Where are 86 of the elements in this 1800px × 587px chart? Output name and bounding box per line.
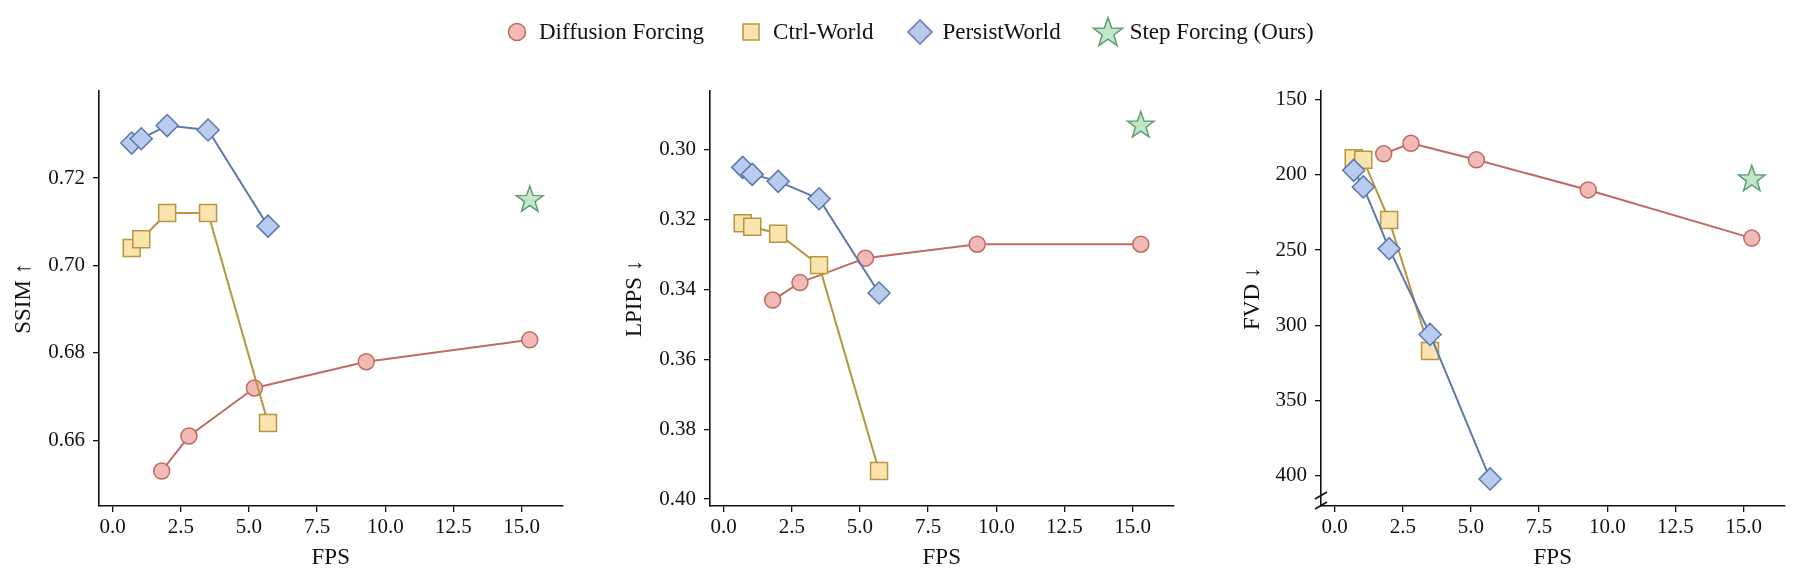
point (1402, 134, 1420, 153)
x-axis-title: FPS (1533, 544, 1572, 570)
point (763, 291, 782, 309)
legend-label: Ctrl-World (773, 19, 874, 45)
point (129, 126, 154, 151)
x-tick-label: 2.5 (1389, 514, 1416, 539)
point (740, 162, 765, 187)
point (867, 281, 891, 305)
x-axis-title: FPS (311, 544, 350, 570)
y-tick-label: 150 (1275, 86, 1307, 111)
x-tick-label: 7.5 (303, 514, 331, 539)
point (1467, 151, 1486, 169)
y-axis-title: LPIPS ↓ (620, 259, 646, 337)
point (968, 235, 986, 253)
point (258, 413, 278, 433)
point (1351, 175, 1376, 199)
x-tick-label: 5.0 (846, 514, 874, 539)
point (869, 461, 889, 481)
x-tick-label: 15.0 (1114, 514, 1151, 539)
y-tick-label: 0.68 (48, 339, 85, 364)
x-tick-label: 12.5 (1046, 514, 1083, 539)
x-tick-label: 0.0 (1321, 514, 1348, 539)
point (1126, 110, 1155, 138)
x-tick-label: 15.0 (1725, 514, 1762, 539)
point (198, 203, 218, 223)
point (132, 230, 151, 249)
point (152, 462, 171, 480)
point (1579, 181, 1597, 199)
point (1374, 145, 1393, 163)
legend-label: PersistWorld (942, 19, 1061, 45)
y-tick-label: 0.40 (659, 485, 696, 510)
point (1132, 235, 1150, 253)
x-tick-label: 10.0 (977, 514, 1015, 539)
y-tick-label: 0.32 (659, 206, 696, 231)
y-axis-title: SSIM ↑ (9, 262, 35, 334)
y-tick-label: 0.72 (48, 164, 85, 189)
y-tick-label: 0.70 (48, 252, 85, 277)
point (1341, 158, 1366, 183)
point (807, 187, 831, 211)
point (1737, 164, 1766, 192)
x-tick-label: 12.5 (1657, 514, 1694, 539)
legend-label: Diffusion Forcing (539, 19, 705, 45)
point (768, 224, 788, 243)
y-tick-label: 0.66 (48, 426, 85, 451)
x-tick-label: 10.0 (366, 514, 404, 539)
y-tick-label: 350 (1275, 387, 1307, 412)
point (196, 118, 220, 142)
x-tick-label: 15.0 (503, 514, 540, 539)
y-axis-title: FVD ↓ (1238, 266, 1264, 330)
point (809, 255, 829, 275)
x-tick-label: 7.5 (914, 514, 942, 539)
x-tick-label: 7.5 (1525, 514, 1553, 539)
legend-label: Step Forcing (Ours) (1129, 19, 1314, 45)
point (521, 331, 539, 349)
point (766, 169, 790, 194)
y-tick-label: 400 (1275, 462, 1307, 487)
point (1743, 229, 1761, 247)
point (256, 214, 280, 238)
point (1379, 210, 1399, 230)
y-tick-label: 200 (1275, 161, 1307, 186)
x-tick-label: 5.0 (1457, 514, 1485, 539)
x-tick-label: 2.5 (167, 514, 194, 539)
y-tick-label: 250 (1275, 236, 1307, 261)
x-tick-label: 10.0 (1588, 514, 1626, 539)
point (357, 352, 375, 371)
y-tick-label: 0.34 (659, 276, 697, 301)
point (1478, 467, 1502, 491)
point (856, 249, 875, 267)
point (155, 113, 179, 138)
point (515, 185, 544, 212)
point (1418, 322, 1442, 347)
point (1377, 236, 1401, 261)
x-tick-label: 0.0 (710, 514, 737, 539)
y-tick-label: 0.36 (659, 345, 696, 370)
y-tick-label: 300 (1275, 311, 1307, 336)
point (180, 427, 198, 445)
y-tick-label: 0.30 (659, 136, 696, 161)
x-tick-label: 12.5 (435, 514, 472, 539)
point (743, 217, 762, 236)
y-tick-label: 0.38 (659, 415, 696, 440)
x-tick-label: 5.0 (235, 514, 263, 539)
point (791, 273, 809, 292)
x-tick-label: 2.5 (778, 514, 805, 539)
point (157, 203, 177, 223)
x-axis-title: FPS (922, 544, 961, 570)
x-tick-label: 0.0 (99, 514, 126, 539)
